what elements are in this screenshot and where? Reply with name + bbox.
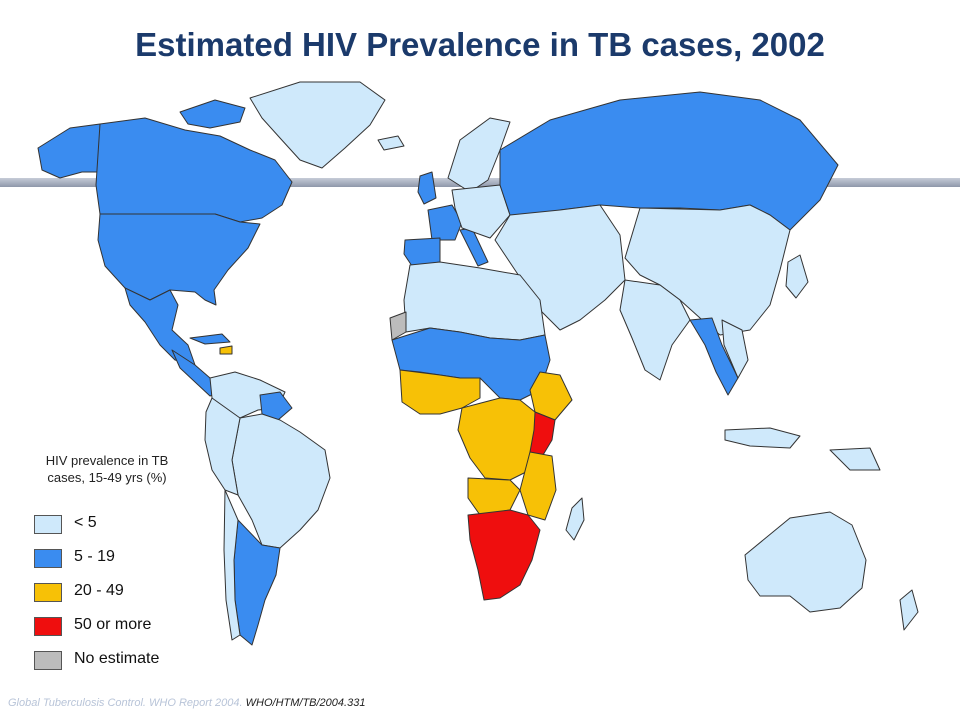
region-brazil	[231, 413, 331, 549]
region-cuba	[189, 333, 231, 345]
region-india	[619, 279, 691, 381]
region-uk	[417, 171, 437, 205]
source-main-text: WHO/HTM/TB/2004.331	[245, 697, 366, 709]
legend-title: HIV prevalence in TB cases, 15-49 yrs (%…	[22, 452, 192, 486]
legend-title-line2: cases, 15-49 yrs (%)	[47, 470, 167, 485]
region-west-africa-coast	[399, 369, 481, 415]
region-australia	[744, 511, 867, 613]
region-chile	[223, 489, 241, 641]
legend-swatch	[34, 617, 62, 636]
region-western-sahara	[389, 311, 407, 341]
region-canada-islands	[179, 99, 246, 129]
source-faint-text: Global Tuberculosis Control. WHO Report …	[8, 697, 243, 709]
region-france	[427, 204, 463, 241]
region-iceland	[377, 135, 405, 151]
region-greenland	[249, 81, 386, 169]
legend-label: 5 - 19	[74, 548, 115, 565]
legend-label: 50 or more	[74, 616, 152, 633]
legend-swatch	[34, 583, 62, 602]
region-china	[624, 204, 791, 336]
source-citation: Global Tuberculosis Control. WHO Report …	[8, 697, 365, 709]
legend-swatch	[34, 651, 62, 670]
legend-label: No estimate	[74, 650, 160, 667]
legend-label: 20 - 49	[74, 582, 124, 599]
legend-label: < 5	[74, 514, 97, 531]
legend-title-line1: HIV prevalence in TB	[45, 453, 169, 468]
map-title: Estimated HIV Prevalence in TB cases, 20…	[135, 26, 825, 63]
region-alaska	[37, 123, 103, 179]
region-mexico	[124, 287, 196, 366]
region-southern-africa	[467, 509, 541, 601]
region-spain	[403, 237, 441, 267]
region-japan	[785, 254, 809, 299]
region-madagascar	[565, 497, 585, 541]
region-usa	[97, 213, 261, 306]
legend-swatch	[34, 515, 62, 534]
region-middle-east	[494, 204, 626, 331]
region-png	[829, 447, 881, 471]
region-canada	[95, 117, 293, 223]
region-new-zealand	[899, 589, 919, 631]
region-indochina	[721, 319, 749, 379]
region-guianas	[259, 391, 293, 421]
region-haiti	[219, 345, 233, 355]
region-indonesia	[724, 427, 801, 449]
legend-swatch	[34, 549, 62, 568]
region-myanmar-thailand	[689, 317, 739, 396]
region-southern-africa-north	[467, 477, 521, 516]
